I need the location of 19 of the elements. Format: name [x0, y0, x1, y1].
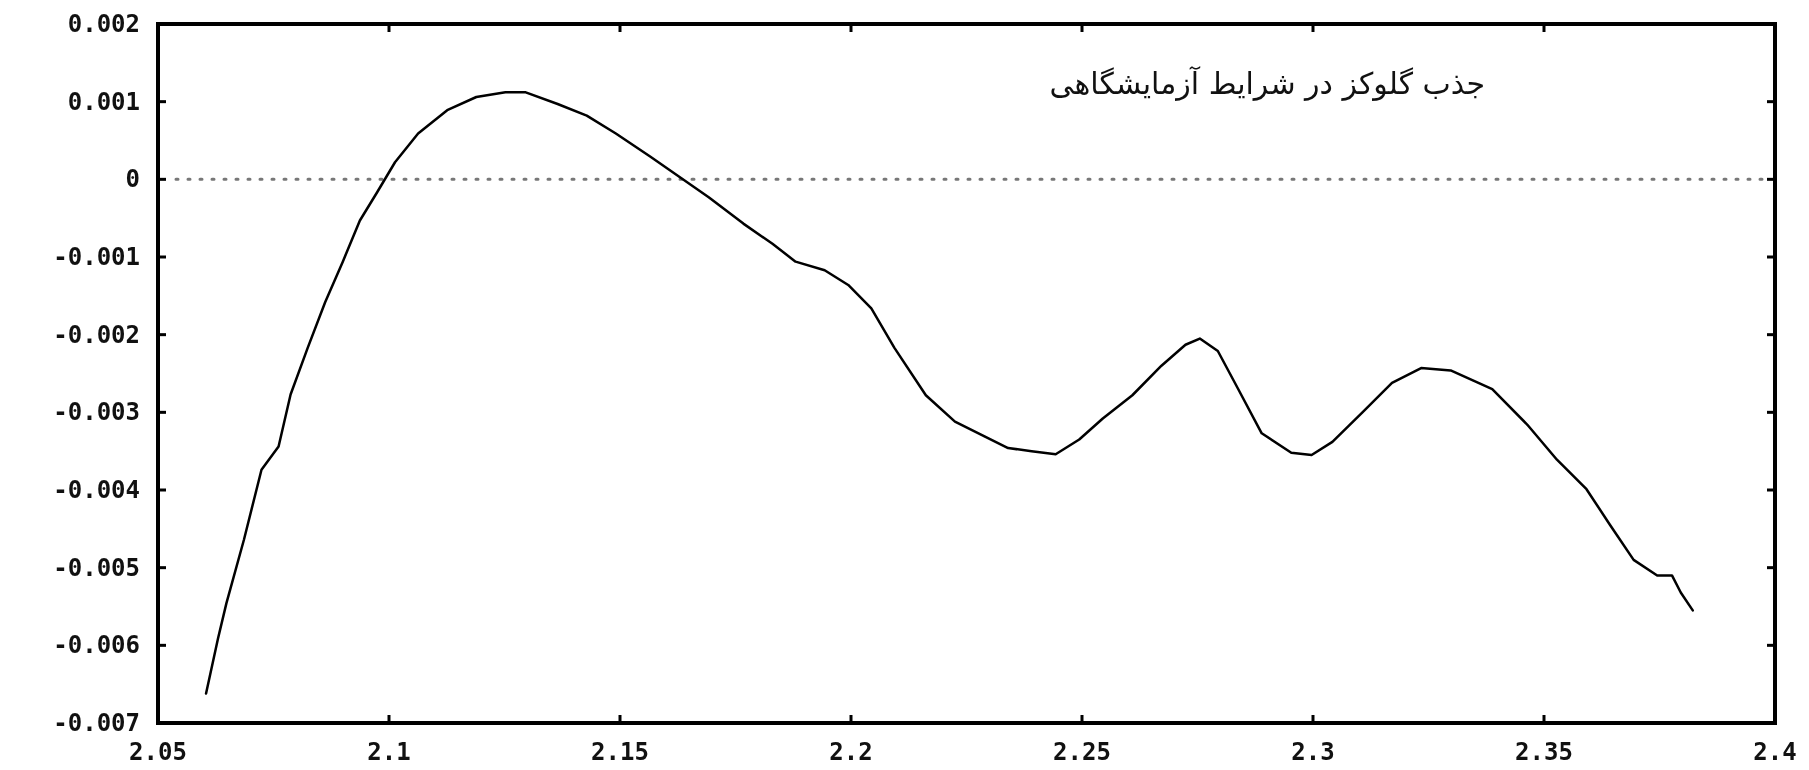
y-tick-label: 0.002	[67, 10, 140, 38]
y-tick-label: -0.004	[53, 476, 140, 504]
x-tick-label: 2.1	[367, 738, 411, 766]
x-tick-label: 2.2	[829, 738, 873, 766]
y-tick-label: 0.001	[67, 87, 140, 116]
x-tick-label: 2.15	[591, 738, 649, 766]
x-tick-label: 2.35	[1515, 738, 1573, 766]
x-tick-label: 2.3	[1291, 738, 1335, 766]
y-tick-label: -0.002	[53, 320, 140, 349]
x-tick-label: 2.4	[1753, 738, 1797, 766]
y-tick-label: -0.005	[53, 553, 140, 582]
x-tick-label: 2.25	[1053, 738, 1111, 766]
y-tick-label: -0.003	[53, 398, 140, 427]
x-tick-label: 2.05	[129, 738, 187, 766]
y-tick-label: -0.006	[53, 631, 140, 660]
annotation: جذب گلوکز در شرایط آزمایشگاهی	[1049, 65, 1486, 101]
y-tick-label: -0.007	[53, 709, 140, 737]
y-tick-label: 0	[125, 165, 140, 194]
y-tick-label: -0.001	[53, 243, 140, 271]
